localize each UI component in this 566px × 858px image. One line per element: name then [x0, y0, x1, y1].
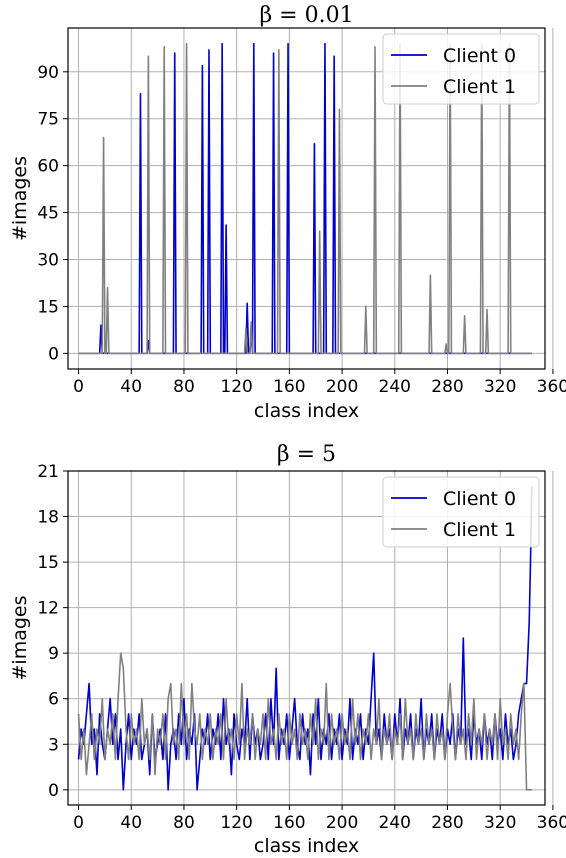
x-tick-label: 360	[537, 377, 566, 397]
series-line-client-1	[77, 652, 532, 791]
y-tick-label: 75	[37, 110, 59, 130]
x-tick-label: 240	[379, 813, 411, 833]
y-tick-label: 0	[48, 344, 59, 364]
y-tick-label: 15	[37, 553, 59, 573]
chart-title: β = 0.01	[259, 3, 353, 28]
x-tick-label: 0	[73, 813, 84, 833]
x-tick-label: 280	[431, 813, 463, 833]
legend-label: Client 0	[443, 45, 516, 67]
x-tick-label: 200	[326, 377, 358, 397]
y-tick-label: 30	[37, 251, 59, 271]
series-line-client-1	[78, 42, 532, 355]
x-tick-label: 280	[431, 377, 463, 397]
x-tick-label: 120	[220, 813, 252, 833]
y-tick-label: 9	[48, 644, 59, 664]
x-axis-label: class index	[254, 835, 359, 857]
x-tick-label: 240	[379, 377, 411, 397]
x-tick-label: 40	[120, 377, 142, 397]
x-tick-label: 120	[220, 377, 252, 397]
legend: Client 0 Client 1	[382, 476, 540, 548]
chart-panel-0: 0 40 80 120 160 200 240 280 320 360 0 15 30 45 60 75 90 β…	[9, 3, 566, 422]
y-axis-label: #images	[9, 596, 31, 681]
legend-label: Client 1	[443, 519, 516, 541]
y-tick-label: 45	[37, 204, 59, 224]
legend-label: Client 0	[443, 488, 516, 510]
chart-title: β = 5	[277, 442, 336, 467]
y-tick-label: 0	[48, 781, 59, 801]
plot-frame	[67, 27, 546, 370]
y-tick-label: 12	[37, 599, 59, 619]
x-tick-label: 160	[273, 377, 305, 397]
x-tick-label: 160	[273, 813, 305, 833]
chart-panel-1: 0 40 80 120 160 200 240 280 320 360 0 3 6 9 12 15 18 21 β …	[9, 442, 566, 857]
y-tick-label: 3	[48, 735, 59, 755]
y-tick-label: 15	[37, 297, 59, 317]
x-tick-label: 80	[173, 813, 195, 833]
plot-frame	[67, 470, 546, 806]
y-axis-label: #images	[9, 156, 31, 241]
y-tick-label: 60	[37, 157, 59, 177]
x-tick-label: 40	[120, 813, 142, 833]
y-tick-label: 6	[48, 690, 59, 710]
legend-label: Client 1	[443, 76, 516, 98]
y-tick-label: 90	[37, 63, 59, 83]
legend: Client 0 Client 1	[382, 33, 540, 105]
x-tick-label: 200	[326, 813, 358, 833]
x-tick-label: 80	[173, 377, 195, 397]
x-tick-label: 0	[73, 377, 84, 397]
y-tick-label: 21	[37, 462, 59, 482]
x-axis-label: class index	[254, 400, 359, 422]
x-tick-label: 320	[484, 377, 516, 397]
x-tick-label: 360	[537, 813, 566, 833]
x-tick-label: 320	[484, 813, 516, 833]
y-tick-label: 18	[37, 508, 59, 528]
